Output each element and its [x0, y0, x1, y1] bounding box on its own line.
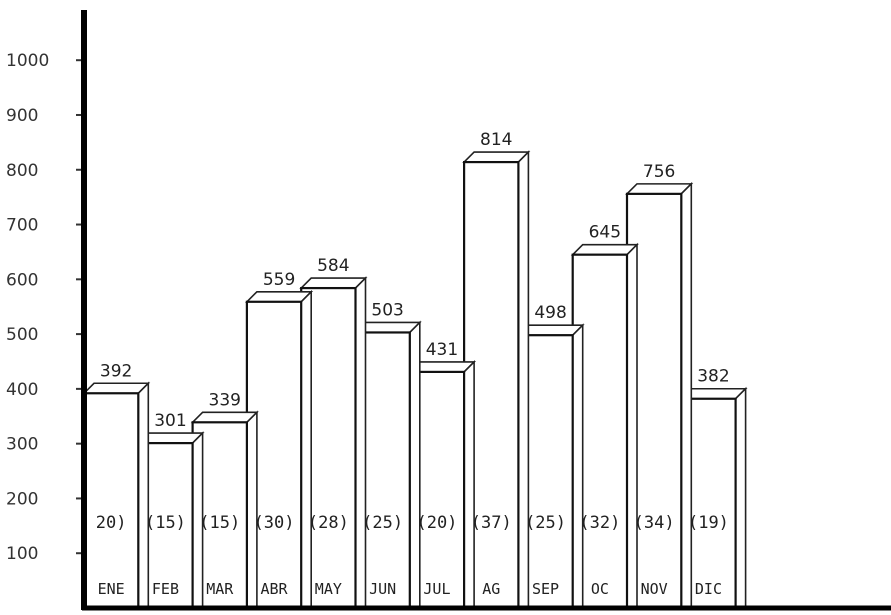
bar-top-face — [462, 151, 531, 163]
bar-top-face — [299, 277, 368, 289]
x-tick-label: JUN — [369, 580, 396, 598]
bar-side-face — [246, 410, 258, 609]
bar-count-label: 20) — [96, 513, 127, 533]
bar-side-face — [300, 289, 313, 609]
y-tick-label: 600 — [6, 270, 38, 290]
x-tick-label: NOV — [641, 580, 668, 598]
y-tick-label: 500 — [6, 325, 38, 345]
bar — [82, 392, 140, 610]
bar-value-label: 503 — [371, 300, 403, 320]
bar-top-face — [82, 382, 151, 395]
bar-side-face — [571, 323, 584, 609]
y-tick-label: 700 — [6, 216, 38, 236]
bar-value-label: 392 — [100, 361, 132, 381]
bar-top-face — [570, 243, 639, 256]
bar-side-face — [408, 320, 421, 609]
bar-value-label: 814 — [480, 130, 512, 150]
bar-count-label: (37) — [471, 513, 512, 533]
bar-side-face — [734, 386, 747, 609]
x-tick-label: DIC — [695, 580, 722, 598]
bar-value-label: 584 — [317, 256, 349, 276]
bar-count-label: (25) — [525, 513, 566, 533]
bar-count-label: (34) — [634, 513, 675, 533]
bar-side-face — [137, 381, 150, 609]
bar-side-face — [680, 181, 693, 609]
x-tick-label: SEP — [532, 580, 559, 598]
bar-side-face — [354, 276, 367, 609]
bar-count-label: (32) — [579, 513, 620, 533]
bar-value-label: 382 — [697, 367, 729, 387]
bar-value-label: 339 — [209, 390, 241, 410]
x-tick-label: ABR — [261, 580, 289, 598]
bar-count-label: (25) — [362, 513, 403, 533]
bar-value-label: 431 — [426, 340, 458, 360]
bar-top-face — [625, 183, 694, 195]
y-tick-label: 900 — [6, 106, 38, 126]
bar-side-face — [517, 150, 530, 609]
bar-count-label: (15) — [145, 513, 186, 533]
bar-value-label: 559 — [263, 270, 295, 290]
bar-side-face — [463, 359, 475, 609]
y-tick-label: 100 — [6, 544, 38, 564]
bar-count-label: (30) — [254, 513, 295, 533]
bar-value-label: 498 — [534, 303, 566, 323]
bar-count-label: (19) — [688, 513, 729, 533]
x-tick-label: MAY — [315, 580, 342, 598]
x-tick-label: JUL — [423, 580, 450, 598]
x-tick-label: OC — [591, 580, 609, 598]
bar-count-label: (20) — [416, 513, 457, 533]
bar-top-face — [244, 290, 314, 303]
bar-top-face — [190, 411, 259, 424]
y-tick-label: 800 — [6, 161, 38, 181]
bar-count-label: (28) — [308, 513, 349, 533]
y-tick-label: 400 — [6, 380, 38, 400]
bar-value-label: 756 — [643, 162, 675, 182]
bar-side-face — [626, 242, 638, 609]
x-tick-label: MAR — [206, 580, 234, 598]
bar-value-label: 301 — [154, 411, 186, 431]
y-tick-label: 300 — [6, 435, 38, 455]
bar-value-label: 645 — [589, 223, 621, 243]
y-tick-label: 1000 — [6, 51, 49, 71]
x-tick-label: FEB — [152, 580, 179, 598]
x-tick-label: AG — [482, 580, 500, 598]
y-tick-label: 200 — [6, 489, 38, 509]
bar-count-label: (15) — [199, 513, 240, 533]
x-tick-label: ENE — [98, 580, 125, 598]
